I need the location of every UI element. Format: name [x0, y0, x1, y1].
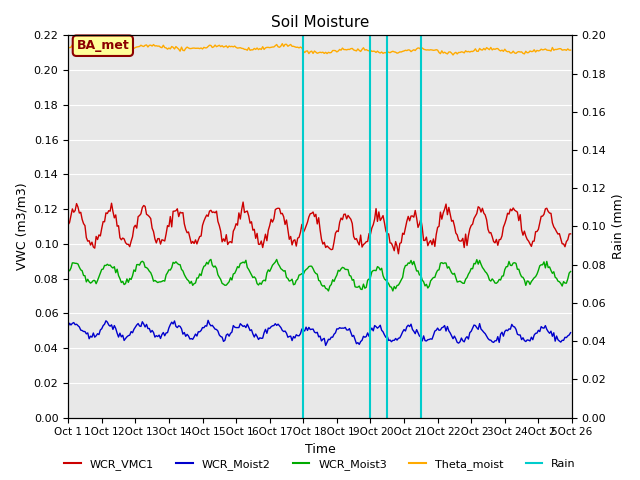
Text: BA_met: BA_met	[77, 39, 129, 52]
X-axis label: Time: Time	[305, 443, 335, 456]
Title: Soil Moisture: Soil Moisture	[271, 15, 369, 30]
Y-axis label: Rain (mm): Rain (mm)	[612, 193, 625, 259]
Y-axis label: VWC (m3/m3): VWC (m3/m3)	[15, 183, 28, 270]
Legend: WCR_VMC1, WCR_Moist2, WCR_Moist3, Theta_moist, Rain: WCR_VMC1, WCR_Moist2, WCR_Moist3, Theta_…	[60, 455, 580, 474]
